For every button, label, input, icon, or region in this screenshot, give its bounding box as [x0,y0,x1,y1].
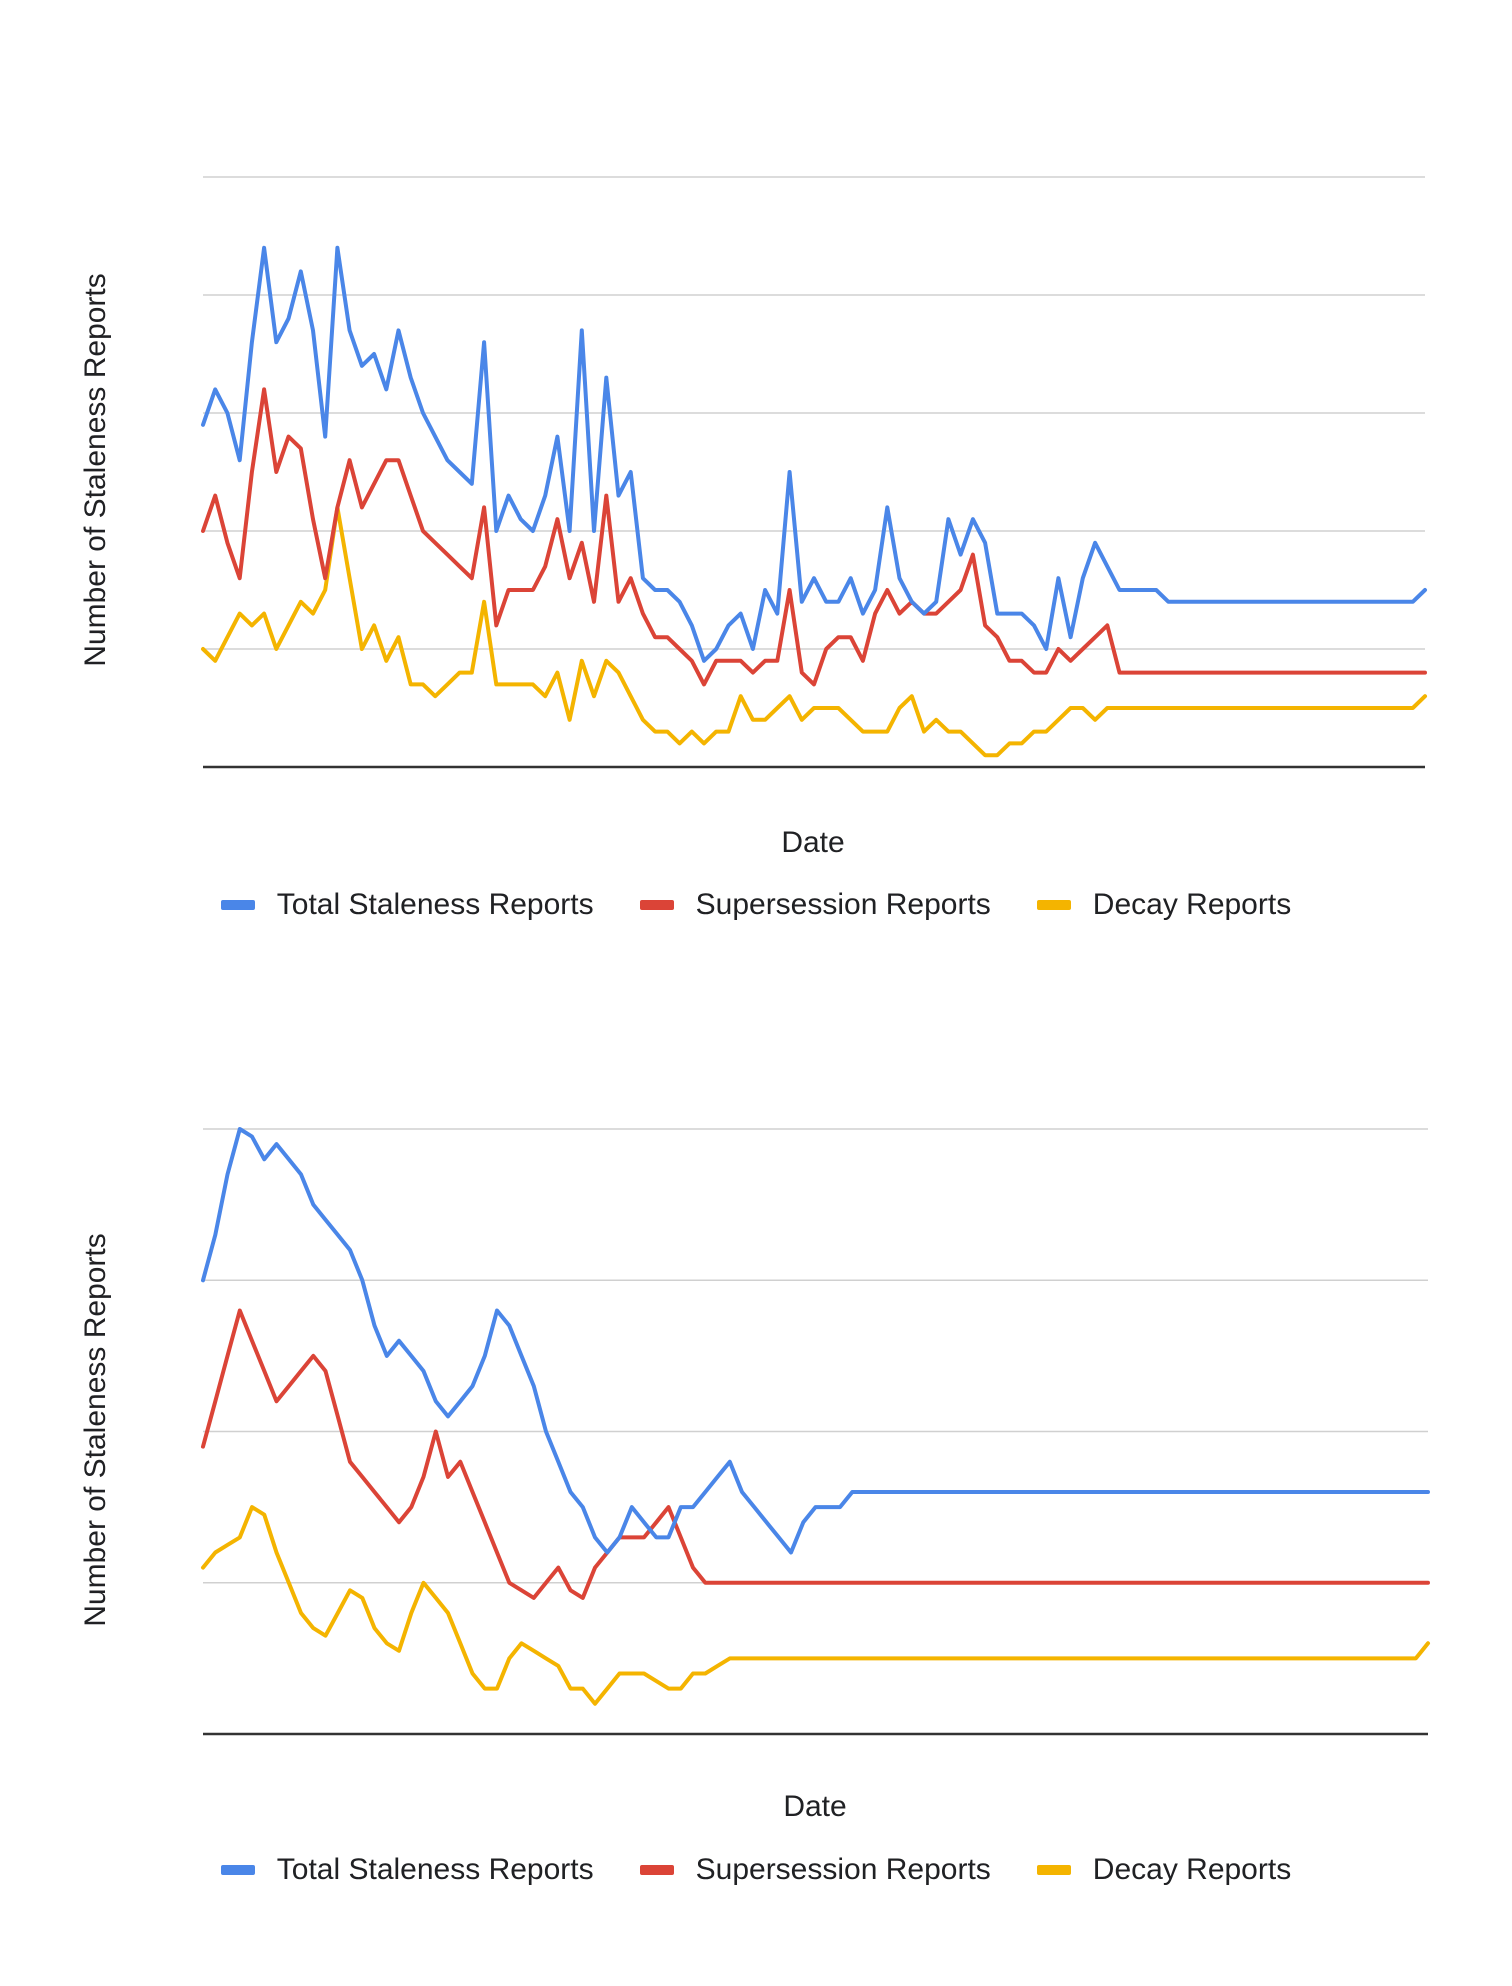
plot-area [201,176,1427,769]
plot-area [201,1127,1430,1736]
x-axis-label: Date [783,1790,847,1823]
series-line-supersession [201,1308,1430,1600]
legend: Total Staleness Reports Supersession Rep… [0,888,1512,922]
legend-item-decay: Decay Reports [1036,1853,1292,1887]
x-axis-label: Date [781,826,845,859]
swatch-decay [1036,900,1071,910]
legend: Total Staleness Reports Supersession Rep… [0,1853,1512,1887]
y-axis-label: Number of Staleness Reports [79,273,112,667]
legend-label-total: Total Staleness Reports [276,1853,594,1886]
legend-label-total: Total Staleness Reports [276,888,594,921]
legend-label-supersession: Supersession Reports [695,888,991,921]
series-line-supersession [201,387,1427,687]
y-axis-label: Number of Staleness Reports [79,1233,112,1627]
swatch-supersession [639,900,674,910]
legend-label-decay: Decay Reports [1092,1853,1292,1886]
chart-panel-2: Number of Staleness Reports Date Total S… [0,993,1512,1986]
chart-panel-1: Number of Staleness Reports Date Total S… [0,176,1512,922]
legend-item-total: Total Staleness Reports [220,1853,594,1887]
legend-label-decay: Decay Reports [1092,888,1292,921]
legend-label-supersession: Supersession Reports [695,1853,991,1886]
series-line-total [201,245,1427,663]
legend-item-decay: Decay Reports [1036,888,1292,922]
swatch-total [220,900,255,910]
series-line-decay [201,505,1427,758]
series-line-decay [201,1505,1430,1706]
swatch-supersession [639,1865,674,1875]
legend-item-total: Total Staleness Reports [220,888,594,922]
legend-item-supersession: Supersession Reports [639,888,991,922]
swatch-decay [1036,1865,1071,1875]
swatch-total [220,1865,255,1875]
legend-item-supersession: Supersession Reports [639,1853,991,1887]
series-line-total [201,1127,1430,1555]
